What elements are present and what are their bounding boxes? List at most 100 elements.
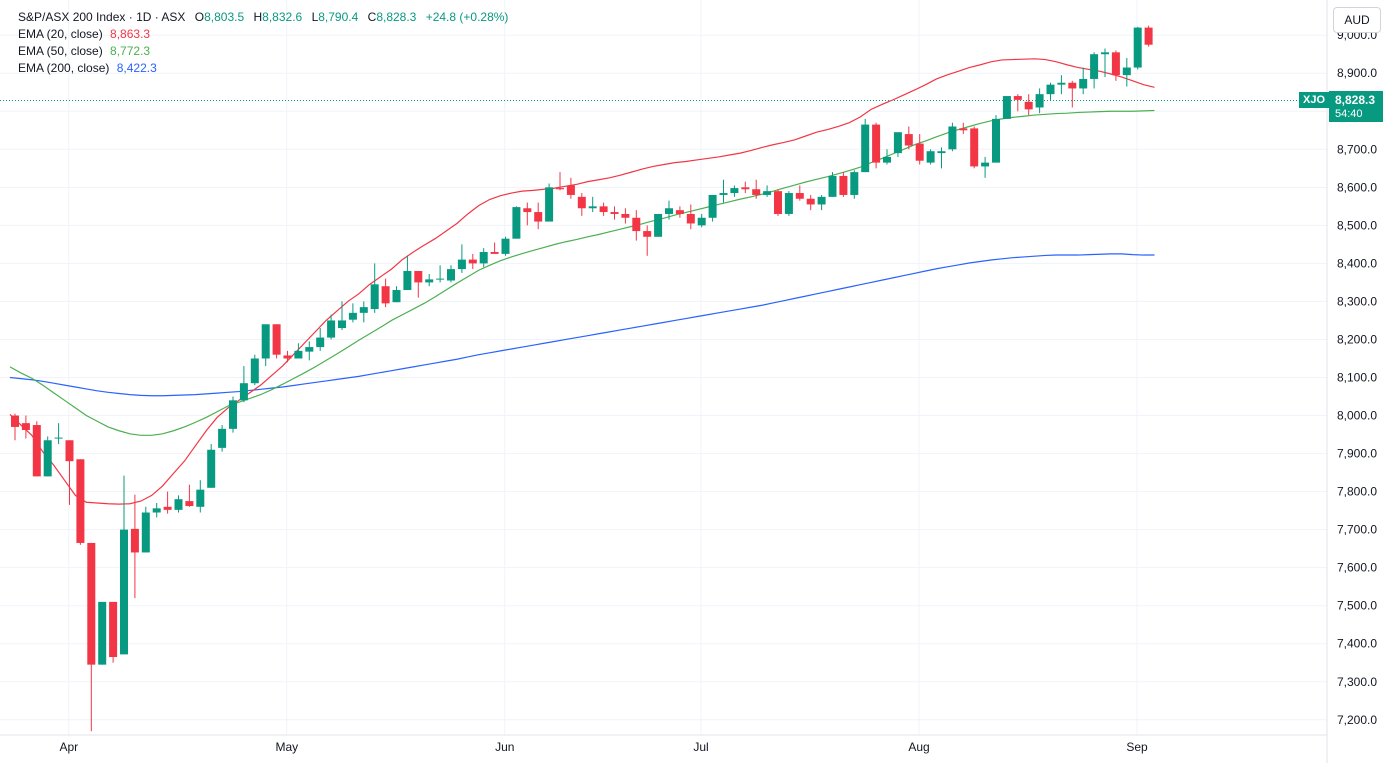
candle-body — [1144, 27, 1153, 45]
candle — [272, 324, 281, 359]
candle — [403, 255, 412, 291]
ohlc-close-key: C — [367, 10, 377, 24]
symbol-row: S&P/ASX 200 Index · 1D · ASX O8,803.5 H8… — [18, 9, 508, 26]
currency-button[interactable]: AUD — [1333, 7, 1381, 33]
candle-body — [621, 213, 630, 218]
price-tick-label: 8,400.0 — [1337, 256, 1377, 270]
candle — [1133, 26, 1142, 70]
candle-body — [1013, 96, 1022, 100]
candle — [1111, 50, 1120, 81]
time-tick-label: Aug — [908, 740, 929, 754]
candle — [229, 396, 237, 433]
candle-body — [774, 191, 782, 214]
candle — [316, 328, 325, 351]
ema-20-value: 8,863.3 — [110, 27, 151, 41]
candle — [915, 134, 924, 165]
candle — [1002, 96, 1011, 119]
ohlc-open-value: 8,803.5 — [204, 10, 245, 24]
candle-body — [447, 269, 455, 281]
candle — [959, 122, 968, 135]
candle-body — [523, 208, 532, 213]
candle — [1013, 94, 1022, 112]
chart-legend: S&P/ASX 200 Index · 1D · ASX O8,803.5 H8… — [18, 9, 508, 77]
candle — [697, 213, 706, 228]
ema-20-line — [9, 58, 1155, 505]
candle-body — [207, 449, 216, 488]
candle — [174, 495, 183, 513]
candle — [305, 341, 314, 361]
ema-200-line — [9, 253, 1155, 397]
candle — [338, 301, 346, 330]
candle-body — [425, 279, 434, 283]
candle-body — [937, 151, 946, 154]
candle — [1068, 80, 1077, 108]
candle-body — [719, 193, 728, 195]
candle — [904, 126, 913, 150]
candle-body — [763, 191, 772, 195]
candle — [534, 202, 543, 230]
time-tick-label: Jun — [495, 740, 514, 754]
candle-body — [697, 217, 706, 226]
ema-path — [9, 58, 1155, 505]
candle — [359, 301, 368, 323]
price-tick-label: 7,200.0 — [1337, 713, 1377, 727]
candle-body — [1046, 84, 1055, 95]
candle — [752, 179, 761, 199]
candle — [774, 189, 782, 216]
candle-body — [861, 124, 870, 173]
change-value: +24.8 (+0.28%) — [425, 10, 509, 24]
candle — [392, 286, 401, 303]
candle — [207, 444, 216, 488]
candle-body — [54, 437, 63, 439]
candle — [1101, 48, 1109, 78]
ema-20-legend[interactable]: EMA (20, close) 8,863.3 — [18, 26, 508, 43]
candle — [872, 122, 881, 169]
candle — [120, 475, 128, 655]
candle — [447, 265, 455, 283]
grid-lines — [0, 0, 1327, 735]
candle — [632, 210, 641, 241]
candle-body — [1068, 82, 1077, 89]
candle — [806, 194, 815, 211]
ohlc-low-key: L — [311, 10, 319, 24]
candle — [850, 170, 859, 199]
ema-50-legend[interactable]: EMA (50, close) 8,772.3 — [18, 43, 508, 60]
candle-body — [436, 278, 445, 280]
candle-body — [784, 193, 793, 214]
candle — [893, 132, 902, 157]
candle — [937, 147, 946, 169]
candle — [32, 421, 41, 477]
candle — [1046, 82, 1055, 100]
candle — [566, 177, 575, 199]
candle — [457, 244, 466, 273]
candle — [21, 415, 30, 439]
candle — [1122, 58, 1131, 87]
ema-200-legend[interactable]: EMA (200, close) 8,422.3 — [18, 60, 508, 77]
candle-body — [1101, 52, 1109, 55]
candle — [196, 480, 205, 513]
candle-body — [261, 324, 270, 359]
candle-body — [588, 206, 597, 209]
candle-body — [545, 187, 554, 222]
candle-body — [1057, 82, 1066, 85]
candle-body — [643, 231, 652, 237]
candle — [784, 191, 793, 216]
price-tick-label: 7,700.0 — [1337, 523, 1377, 537]
candle-body — [163, 506, 172, 510]
candle — [348, 303, 357, 323]
price-tick-label: 8,000.0 — [1337, 409, 1377, 423]
candle-body — [392, 290, 401, 303]
candle — [741, 181, 750, 194]
candle-body — [926, 151, 935, 163]
candle-body — [239, 383, 248, 401]
ema-path — [9, 253, 1155, 397]
candle — [501, 236, 510, 256]
candle — [981, 156, 990, 178]
candle — [1024, 94, 1033, 116]
price-tick-label: 7,900.0 — [1337, 447, 1377, 461]
candle-body — [1024, 101, 1033, 110]
candle-body — [610, 212, 619, 214]
candle — [523, 202, 532, 226]
candle-body — [196, 489, 205, 507]
